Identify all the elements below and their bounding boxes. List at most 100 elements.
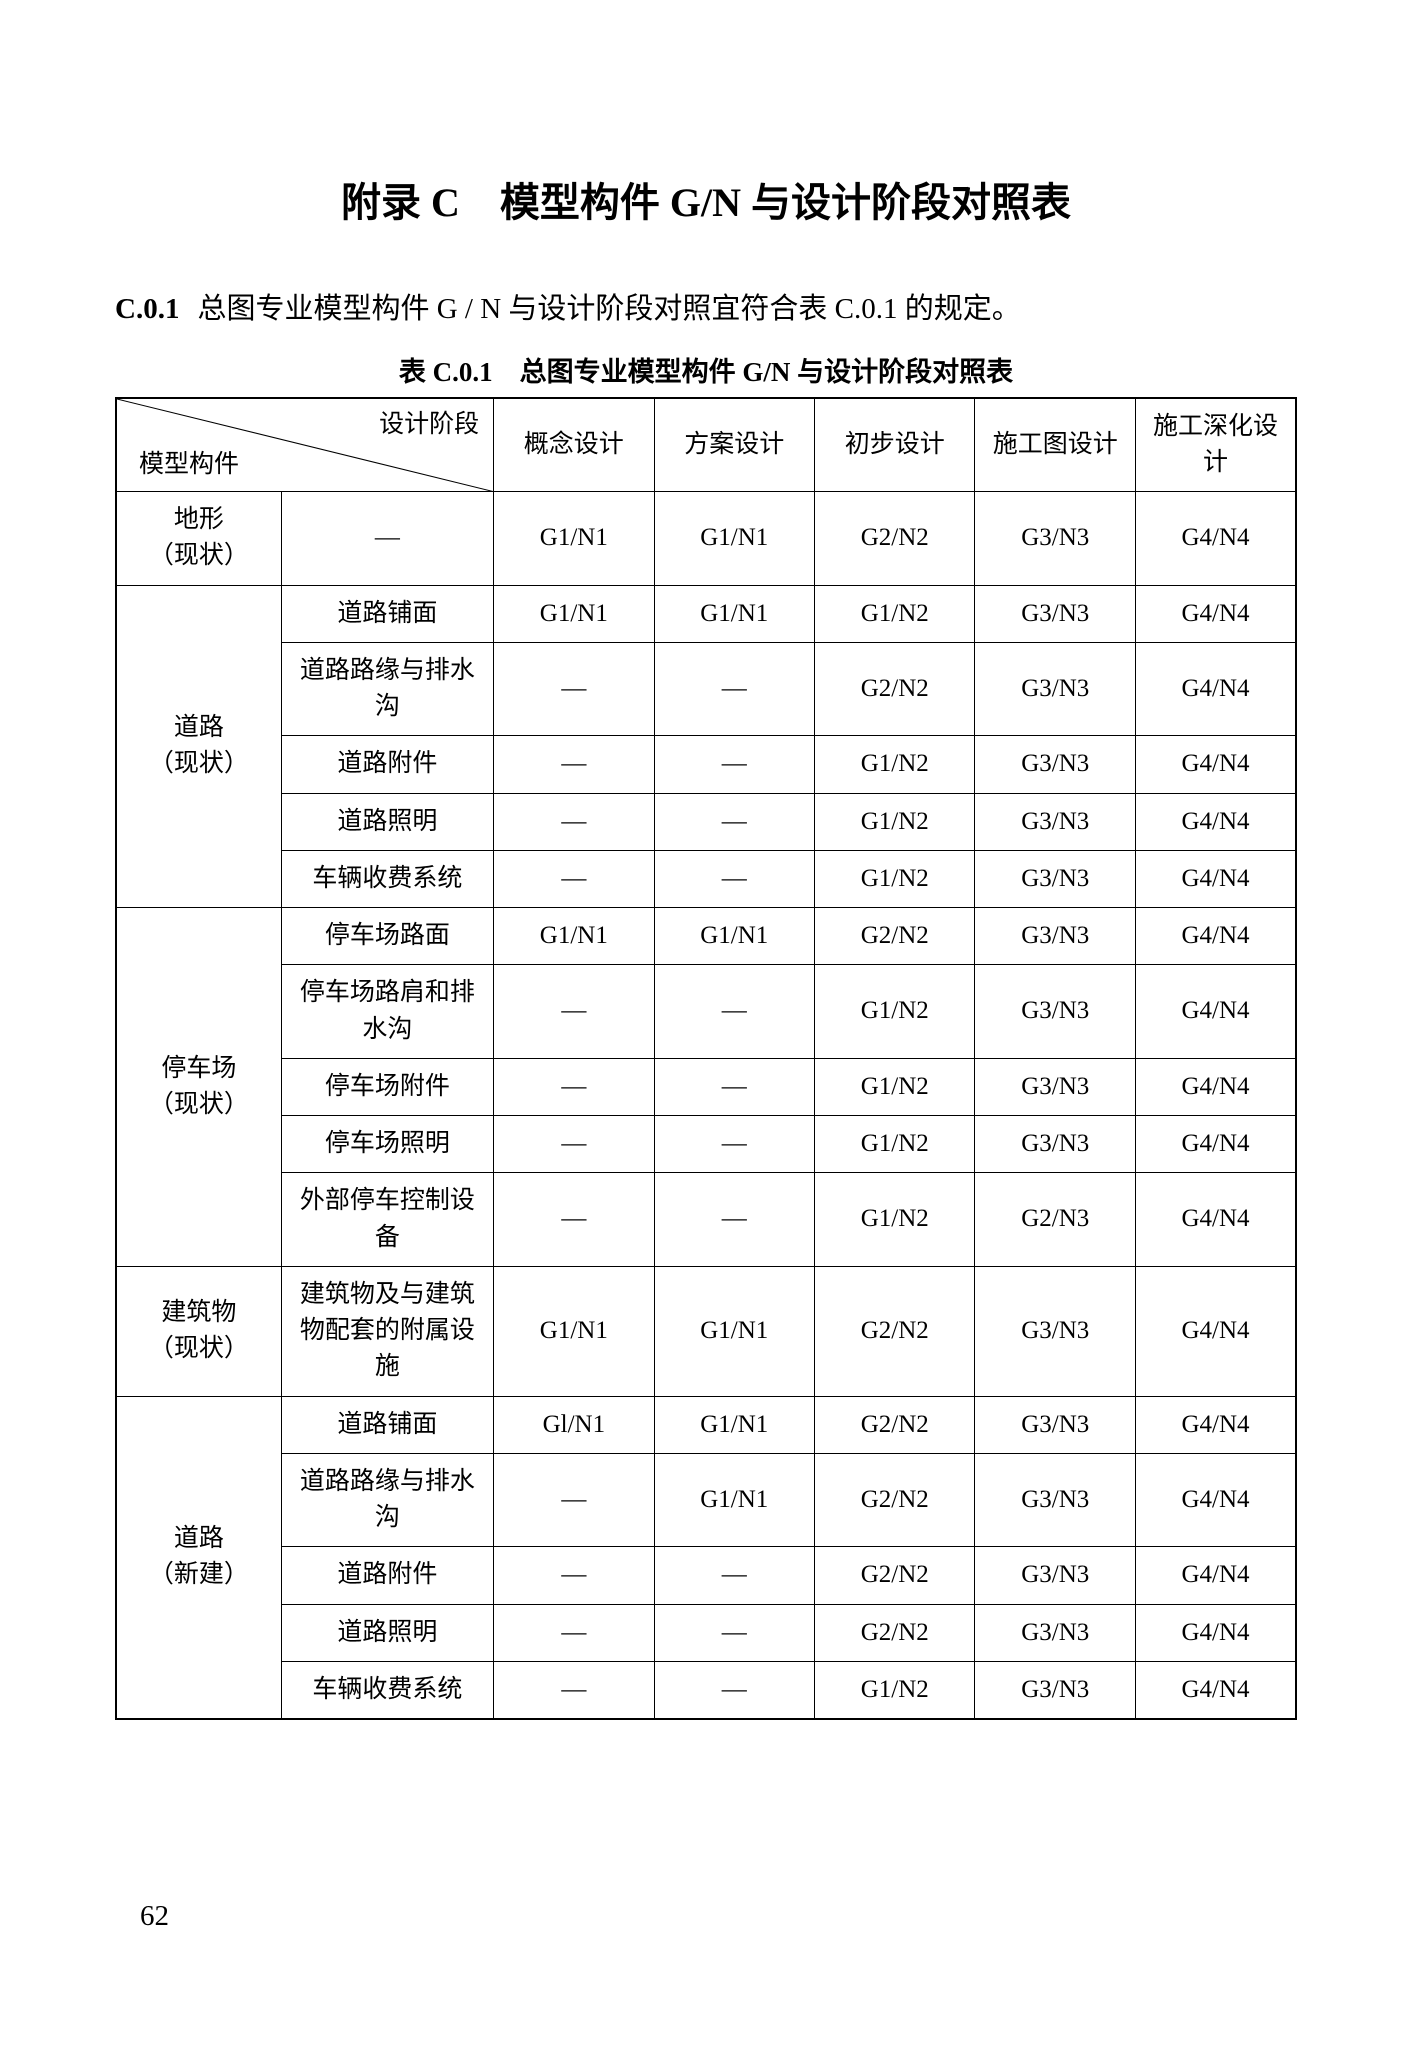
subcategory-cell: 建筑物及与建筑物配套的附属设施 [281,1266,493,1396]
subcategory-cell: 道路路缘与排水沟 [281,642,493,736]
subcategory-cell: 停车场附件 [281,1058,493,1115]
value-cell: G1/N1 [654,1266,814,1396]
value-cell: — [494,642,654,736]
intro-text: 总图专业模型构件 G / N 与设计阶段对照宜符合表 C.0.1 的规定。 [197,293,1020,325]
value-cell: — [654,965,814,1059]
table-row: 外部停车控制设备——G1/N2G2/N3G4/N4 [116,1173,1296,1267]
table-caption: 表 C.0.1 总图专业模型构件 G/N 与设计阶段对照表 [115,350,1297,389]
value-cell: — [494,736,654,793]
value-cell: G4/N4 [1135,1266,1296,1396]
value-cell: G3/N3 [975,850,1135,907]
table-row: 道路路缘与排水沟——G2/N2G3/N3G4/N4 [116,642,1296,736]
value-cell: G1/N2 [815,1173,975,1267]
value-cell: G2/N2 [815,492,975,586]
value-cell: G4/N4 [1135,965,1296,1059]
category-cell: 停车场（现状） [116,908,281,1267]
phase-header: 方案设计 [654,398,814,492]
value-cell: — [654,1058,814,1115]
value-cell: G4/N4 [1135,1453,1296,1547]
value-cell: G4/N4 [1135,1396,1296,1453]
value-cell: G2/N2 [815,908,975,965]
subcategory-cell: 道路照明 [281,793,493,850]
value-cell: — [494,1661,654,1719]
value-cell: G1/N1 [654,908,814,965]
value-cell: G3/N3 [975,736,1135,793]
category-cell: 建筑物（现状） [116,1266,281,1396]
phase-header: 施工图设计 [975,398,1135,492]
value-cell: G4/N4 [1135,642,1296,736]
subcategory-cell: 道路铺面 [281,585,493,642]
value-cell: G4/N4 [1135,1116,1296,1173]
value-cell: — [494,1116,654,1173]
diag-top-label: 设计阶段 [379,407,479,443]
value-cell: G3/N3 [975,1453,1135,1547]
value-cell: G4/N4 [1135,585,1296,642]
value-cell: G2/N2 [815,642,975,736]
table-row: 道路附件——G1/N2G3/N3G4/N4 [116,736,1296,793]
value-cell: — [654,850,814,907]
clause-number: C.0.1 [115,293,179,325]
value-cell: G1/N1 [494,585,654,642]
value-cell: G4/N4 [1135,850,1296,907]
category-cell: 道路（现状） [116,585,281,908]
value-cell: G1/N2 [815,965,975,1059]
value-cell: G1/N2 [815,736,975,793]
table-row: 道路（新建）道路铺面Gl/N1G1/N1G2/N2G3/N3G4/N4 [116,1396,1296,1453]
value-cell: — [654,1547,814,1604]
value-cell: G3/N3 [975,492,1135,586]
value-cell: G1/N2 [815,850,975,907]
subcategory-cell: 道路照明 [281,1604,493,1661]
subcategory-cell: 车辆收费系统 [281,1661,493,1719]
value-cell: G1/N1 [654,585,814,642]
value-cell: G2/N3 [975,1173,1135,1267]
value-cell: G2/N2 [815,1396,975,1453]
value-cell: — [494,1604,654,1661]
value-cell: G2/N2 [815,1604,975,1661]
value-cell: G4/N4 [1135,1547,1296,1604]
value-cell: — [654,793,814,850]
value-cell: G1/N1 [494,1266,654,1396]
value-cell: G4/N4 [1135,1173,1296,1267]
table-body: 地形（现状）—G1/N1G1/N1G2/N2G3/N3G4/N4道路（现状）道路… [116,492,1296,1720]
table-header: 设计阶段 模型构件 概念设计 方案设计 初步设计 施工图设计 施工深化设计 [116,398,1296,492]
value-cell: — [494,1453,654,1547]
table-row: 建筑物（现状）建筑物及与建筑物配套的附属设施G1/N1G1/N1G2/N2G3/… [116,1266,1296,1396]
phase-header: 概念设计 [494,398,654,492]
diagonal-header-cell: 设计阶段 模型构件 [116,398,494,492]
value-cell: G1/N2 [815,1058,975,1115]
table-row: 道路照明——G2/N2G3/N3G4/N4 [116,1604,1296,1661]
value-cell: G1/N2 [815,793,975,850]
value-cell: G4/N4 [1135,1661,1296,1719]
value-cell: G3/N3 [975,1547,1135,1604]
gn-phase-table: 设计阶段 模型构件 概念设计 方案设计 初步设计 施工图设计 施工深化设计 地形… [115,397,1297,1721]
value-cell: G3/N3 [975,965,1135,1059]
value-cell: G3/N3 [975,908,1135,965]
value-cell: G1/N1 [494,492,654,586]
appendix-title: 附录 C 模型构件 G/N 与设计阶段对照表 [115,170,1297,228]
value-cell: G4/N4 [1135,1604,1296,1661]
value-cell: G1/N2 [815,585,975,642]
subcategory-cell: 道路附件 [281,1547,493,1604]
value-cell: G3/N3 [975,1396,1135,1453]
value-cell: — [494,1058,654,1115]
table-row: 停车场照明——G1/N2G3/N3G4/N4 [116,1116,1296,1173]
value-cell: G3/N3 [975,642,1135,736]
value-cell: G1/N2 [815,1661,975,1719]
value-cell: G3/N3 [975,1058,1135,1115]
value-cell: G4/N4 [1135,793,1296,850]
value-cell: G1/N1 [654,1396,814,1453]
section-intro: C.0.1 总图专业模型构件 G / N 与设计阶段对照宜符合表 C.0.1 的规… [115,288,1297,332]
value-cell: — [654,642,814,736]
value-cell: G2/N2 [815,1266,975,1396]
category-cell: 地形（现状） [116,492,281,586]
table-row: 车辆收费系统——G1/N2G3/N3G4/N4 [116,850,1296,907]
value-cell: G4/N4 [1135,1058,1296,1115]
table-row: 地形（现状）—G1/N1G1/N1G2/N2G3/N3G4/N4 [116,492,1296,586]
subcategory-cell: — [281,492,493,586]
value-cell: G3/N3 [975,1604,1135,1661]
value-cell: G3/N3 [975,585,1135,642]
subcategory-cell: 道路铺面 [281,1396,493,1453]
table-row: 车辆收费系统——G1/N2G3/N3G4/N4 [116,1661,1296,1719]
table-row: 停车场路肩和排水沟——G1/N2G3/N3G4/N4 [116,965,1296,1059]
page-number: 62 [140,1900,169,1933]
